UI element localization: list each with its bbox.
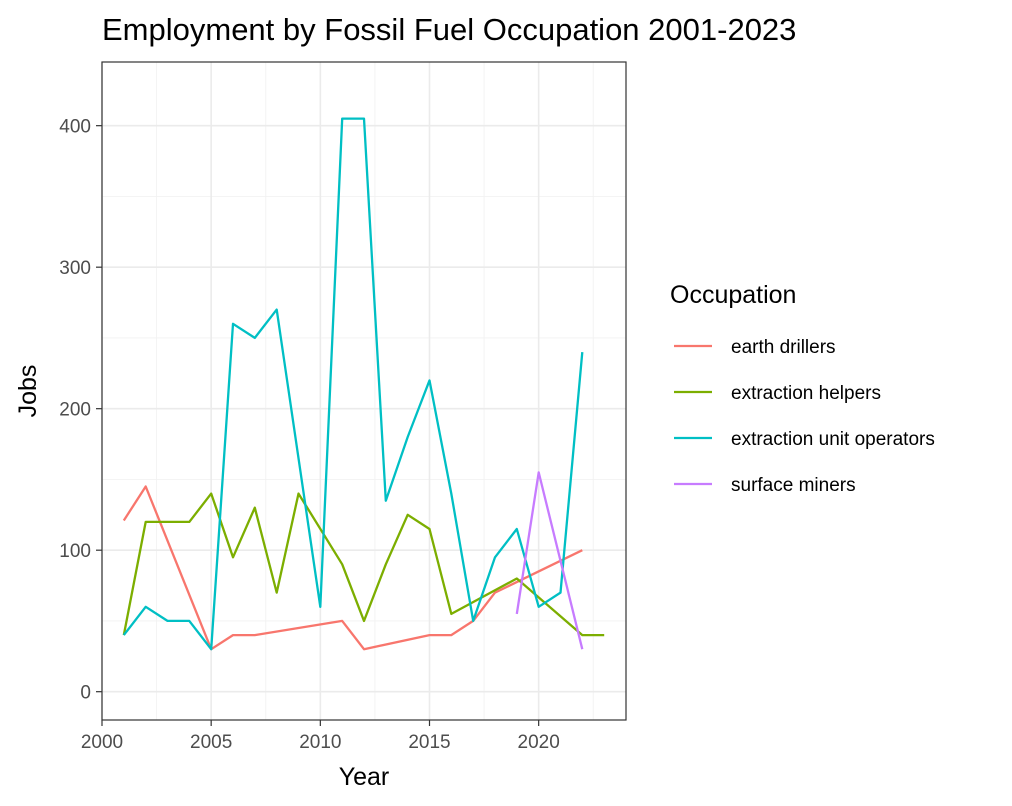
legend-title: Occupation (670, 281, 796, 309)
y-tick-label: 300 (59, 258, 91, 279)
x-tick-label: 2020 (518, 732, 560, 753)
y-tick-label: 0 (80, 683, 91, 704)
legend: Occupation earth drillers extraction help… (670, 281, 935, 496)
legend-items: earth drillers extraction helpers extracti… (674, 337, 935, 496)
y-tick-label: 400 (59, 117, 91, 138)
legend-label-1: extraction helpers (731, 383, 881, 404)
series-layer (122, 117, 605, 651)
legend-label-3: surface miners (731, 475, 856, 496)
series-line-2 (122, 117, 584, 651)
x-tick-label: 2005 (190, 732, 232, 753)
legend-label-0: earth drillers (731, 337, 836, 358)
x-axis: 2000 2005 2010 2015 2020 (81, 720, 560, 753)
x-tick-label: 2015 (408, 732, 450, 753)
series-line-1 (122, 492, 605, 637)
panel-border (101, 61, 627, 721)
series-line-3 (515, 471, 584, 650)
legend-label-2: extraction unit operators (731, 429, 935, 450)
y-tick-label: 200 (59, 400, 91, 421)
chart-title: Employment by Fossil Fuel Occupation 200… (102, 12, 796, 47)
y-tick-label: 100 (59, 541, 91, 562)
series-line-0 (122, 485, 583, 651)
x-tick-label: 2010 (299, 732, 341, 753)
x-axis-title: Year (339, 763, 390, 791)
y-axis: 0 100 200 300 400 (59, 117, 102, 704)
y-axis-title: Jobs (14, 365, 42, 418)
x-tick-label: 2000 (81, 732, 123, 753)
